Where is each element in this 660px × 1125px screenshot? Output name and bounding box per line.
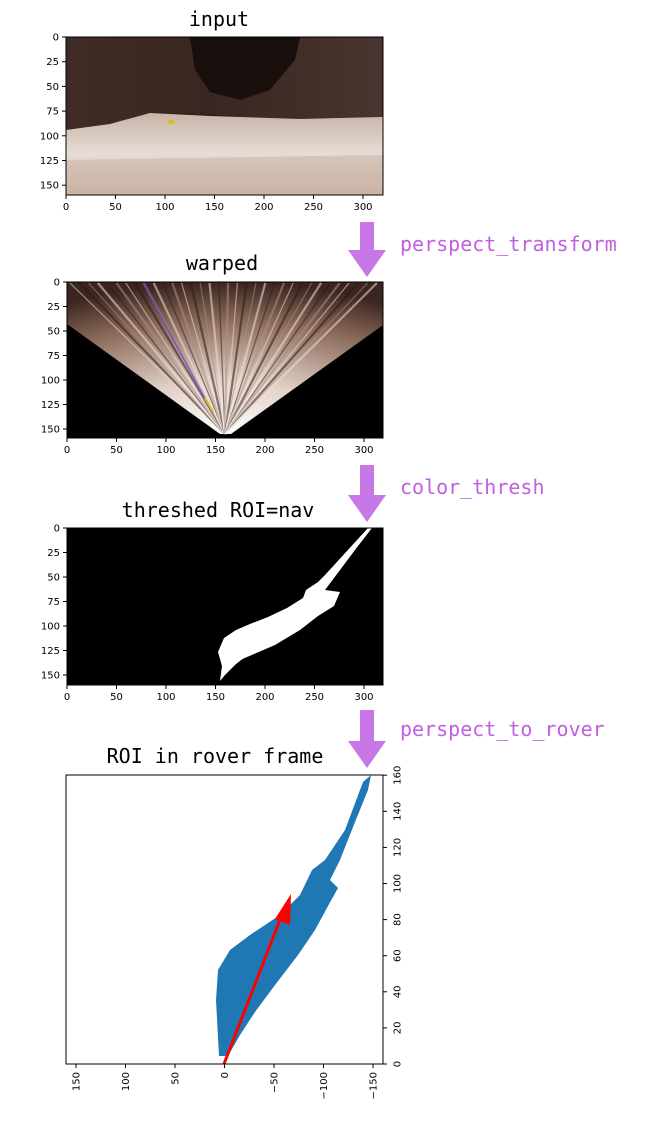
x-tick-label: 50 bbox=[109, 202, 122, 213]
y-tick-label: 0 bbox=[54, 278, 60, 289]
x-tick-label: 200 bbox=[255, 692, 274, 703]
x-tick-label: −150 bbox=[369, 1072, 380, 1099]
step-label-perspect-transform: perspect_transform bbox=[400, 232, 617, 256]
down-arrow-icon bbox=[348, 465, 386, 522]
x-tick-label: 150 bbox=[72, 1072, 83, 1091]
x-tick-label: 150 bbox=[205, 202, 224, 213]
x-tick-label: 100 bbox=[156, 692, 175, 703]
y-tick-label: 25 bbox=[47, 302, 60, 313]
rock-sample-marker bbox=[167, 120, 175, 124]
threshed-panel: threshed ROI=nav 0 50 100 150 200 250 300 0 25 50… bbox=[41, 498, 384, 703]
y-tick-label: 125 bbox=[41, 400, 60, 411]
y-tick-label: 140 bbox=[393, 802, 404, 821]
x-tick-label: 50 bbox=[110, 692, 123, 703]
down-arrow-icon bbox=[348, 222, 386, 277]
x-tick-label: 200 bbox=[255, 445, 274, 456]
x-tick-label: 200 bbox=[254, 202, 273, 213]
y-tick-label: 50 bbox=[46, 82, 59, 93]
x-tick-label: 0 bbox=[64, 692, 70, 703]
y-tick-label: 60 bbox=[393, 949, 404, 962]
y-tick-label: 75 bbox=[47, 351, 60, 362]
x-tick-label: 300 bbox=[354, 445, 373, 456]
x-tick-label: 250 bbox=[304, 202, 323, 213]
warped-image bbox=[67, 282, 383, 438]
threshed-image bbox=[67, 528, 383, 685]
y-tick-label: 160 bbox=[393, 766, 404, 785]
y-tick-label: 25 bbox=[47, 548, 60, 559]
y-tick-label: 125 bbox=[41, 646, 60, 657]
step-perspect-transform: perspect_transform bbox=[348, 222, 617, 277]
input-title: input bbox=[189, 7, 249, 31]
warped-panel: warped 0 50 100 150 200 250 300 0 25 50 75 100 125 15… bbox=[41, 251, 384, 456]
y-tick-label: 20 bbox=[393, 1022, 404, 1035]
step-label-color-thresh: color_thresh bbox=[400, 475, 545, 499]
x-tick-label: 250 bbox=[305, 692, 324, 703]
y-tick-label: 100 bbox=[393, 874, 404, 893]
y-tick-label: 75 bbox=[46, 107, 59, 118]
x-tick-label: 150 bbox=[206, 445, 225, 456]
x-tick-label: 100 bbox=[155, 202, 174, 213]
step-perspect-to-rover: perspect_to_rover bbox=[348, 710, 605, 768]
y-tick-label: 50 bbox=[47, 573, 60, 584]
y-tick-label: 150 bbox=[40, 181, 59, 192]
y-tick-label: 0 bbox=[53, 33, 59, 44]
rover-panel: ROI in rover frame 150 100 50 0 −50 −100 −150 0… bbox=[65, 744, 404, 1099]
y-tick-label: 100 bbox=[41, 622, 60, 633]
y-tick-label: 150 bbox=[41, 425, 60, 436]
warped-title: warped bbox=[186, 251, 258, 275]
step-label-perspect-to-rover: perspect_to_rover bbox=[400, 717, 605, 741]
y-tick-label: 120 bbox=[393, 838, 404, 857]
x-tick-label: 100 bbox=[156, 445, 175, 456]
y-tick-label: 100 bbox=[41, 376, 60, 387]
x-tick-label: 0 bbox=[64, 445, 70, 456]
x-tick-label: 100 bbox=[121, 1072, 132, 1091]
y-tick-label: 80 bbox=[393, 913, 404, 926]
y-tick-label: 125 bbox=[40, 156, 59, 167]
step-color-thresh: color_thresh bbox=[348, 465, 545, 522]
y-tick-label: 150 bbox=[41, 671, 60, 682]
rover-title: ROI in rover frame bbox=[107, 744, 324, 768]
x-tick-label: 50 bbox=[110, 445, 123, 456]
y-tick-label: 0 bbox=[54, 524, 60, 535]
input-image bbox=[66, 37, 383, 195]
threshed-title: threshed ROI=nav bbox=[122, 498, 315, 522]
y-tick-label: 40 bbox=[393, 985, 404, 998]
rover-scatter bbox=[216, 775, 371, 1056]
x-tick-label: 300 bbox=[354, 692, 373, 703]
x-tick-label: −100 bbox=[319, 1072, 330, 1099]
y-tick-label: 75 bbox=[47, 597, 60, 608]
y-tick-label: 100 bbox=[40, 131, 59, 142]
x-tick-label: 0 bbox=[220, 1072, 231, 1078]
y-tick-label: 25 bbox=[46, 57, 59, 68]
x-tick-label: 50 bbox=[171, 1072, 182, 1085]
x-tick-label: 250 bbox=[305, 445, 324, 456]
steering-direction-arrow bbox=[222, 894, 291, 1065]
y-tick-label: 50 bbox=[47, 327, 60, 338]
x-tick-label: 300 bbox=[353, 202, 372, 213]
x-tick-label: 150 bbox=[206, 692, 225, 703]
x-tick-label: −50 bbox=[270, 1072, 281, 1093]
input-panel: input 0 50 100 150 200 250 300 0 25 50 75 100 125 150 bbox=[40, 7, 384, 213]
x-tick-label: 0 bbox=[63, 202, 69, 213]
y-tick-label: 0 bbox=[393, 1061, 404, 1067]
down-arrow-icon bbox=[348, 710, 386, 768]
